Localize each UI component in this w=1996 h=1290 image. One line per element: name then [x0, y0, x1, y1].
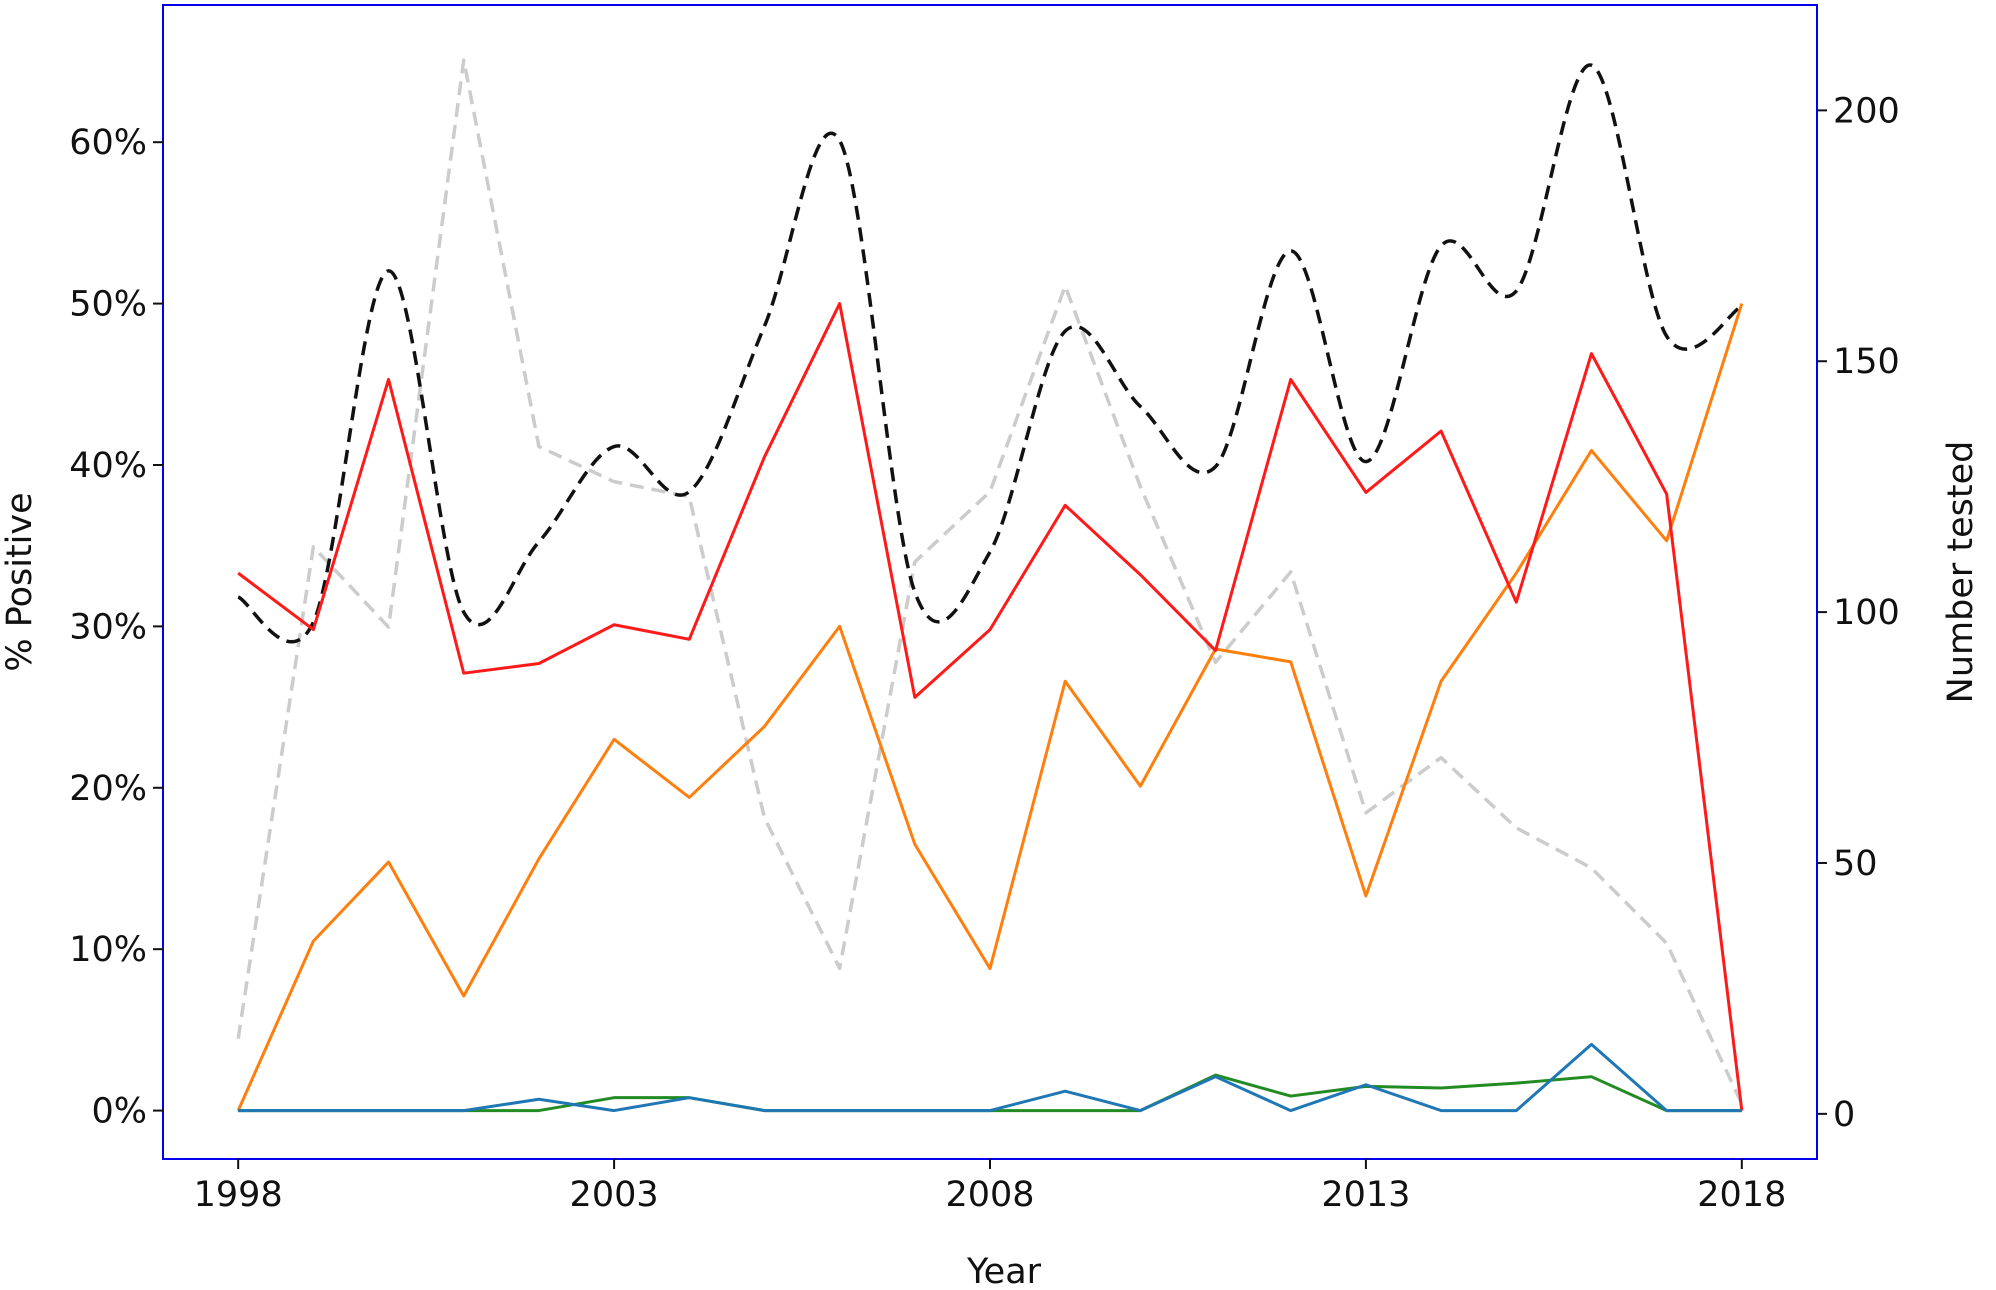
- right-y-tick-label-50: 50: [1833, 844, 1878, 884]
- x-tick-label-1998: 1998: [194, 1175, 283, 1215]
- x-tick-label-2018: 2018: [1697, 1175, 1786, 1215]
- x-axis: 1998 2003 2008 2013 2018: [194, 1159, 1786, 1215]
- left-y-tick-label-6: 60%: [69, 123, 147, 163]
- x-tick-label-2003: 2003: [570, 1175, 659, 1215]
- series-line-2: [238, 1073, 1742, 1113]
- right-y-tick-label-150: 150: [1833, 342, 1900, 382]
- series-line-4: [236, 58, 1744, 1105]
- left-y-tick-label-2: 20%: [69, 769, 147, 809]
- series-line-1: [236, 303, 1744, 1112]
- series-line-0: [237, 302, 1744, 1111]
- series-line-5: [237, 63, 1743, 644]
- left-y-tick-label-4: 40%: [69, 446, 147, 486]
- x-tick-label-2008: 2008: [945, 1175, 1034, 1215]
- left-y-axis: 0% 10% 20% 30% 40% 50% 60%: [69, 123, 163, 1132]
- x-axis-title: Year: [966, 1252, 1042, 1290]
- series-line-3: [238, 1042, 1742, 1113]
- series-layer: [236, 58, 1744, 1113]
- left-y-axis-title: % Positive: [0, 492, 40, 671]
- left-y-tick-label-0: 0%: [91, 1092, 147, 1132]
- right-y-tick-label-0: 0: [1833, 1095, 1855, 1135]
- right-y-tick-label-100: 100: [1833, 593, 1900, 633]
- left-y-tick-label-3: 30%: [69, 607, 147, 647]
- right-y-axis: 0 50 100 150 200: [1817, 91, 1900, 1135]
- right-y-tick-label-200: 200: [1833, 91, 1900, 131]
- left-y-tick-label-1: 10%: [69, 930, 147, 970]
- x-tick-label-2013: 2013: [1321, 1175, 1410, 1215]
- plot-frame: [162, 4, 1818, 1160]
- right-y-axis-title: Number tested: [1941, 441, 1981, 704]
- left-y-tick-label-5: 50%: [69, 285, 147, 325]
